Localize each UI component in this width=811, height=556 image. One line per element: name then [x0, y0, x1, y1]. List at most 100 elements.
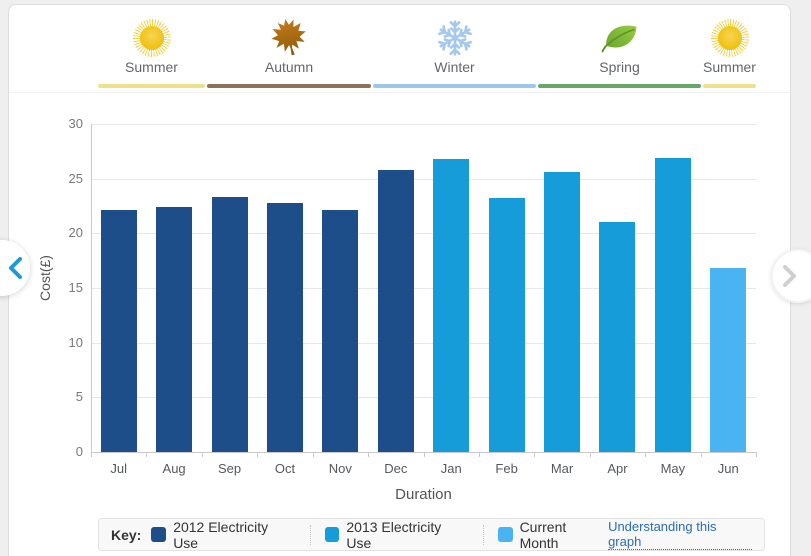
- legend-separator: [482, 524, 484, 545]
- season-icon-box: [601, 15, 639, 57]
- season-tab-autumn[interactable]: Autumn: [207, 15, 371, 88]
- season-strip-divider: [9, 92, 790, 93]
- axis-tick: [91, 452, 92, 457]
- axis-tick: [645, 452, 647, 457]
- y-axis-line: [91, 124, 92, 452]
- gridline: [91, 178, 756, 180]
- snowflake-icon: [436, 20, 473, 56]
- season-label: Autumn: [264, 59, 314, 75]
- bar-aug[interactable]: [156, 207, 193, 452]
- sun-icon: [710, 19, 749, 57]
- y-tick-label: 20: [68, 225, 83, 241]
- key-label: Key:: [111, 526, 142, 543]
- bar-jan[interactable]: [433, 159, 470, 452]
- bar-apr[interactable]: [599, 222, 636, 452]
- bar-dec[interactable]: [377, 169, 414, 452]
- axis-tick: [589, 452, 591, 457]
- legend-label: Current Month: [519, 518, 567, 551]
- season-underline: [538, 84, 701, 88]
- graph-card: Summer Autumn Winter Spring Summer Cos: [8, 4, 791, 556]
- y-tick-label: 5: [75, 389, 83, 405]
- bar-feb[interactable]: [488, 198, 525, 452]
- bar-oct[interactable]: [266, 202, 303, 452]
- x-tick-label: Mar: [550, 461, 574, 476]
- y-tick-label: 10: [68, 334, 83, 350]
- gridline: [91, 288, 756, 289]
- legend-separator: [309, 524, 311, 545]
- season-tab-summer[interactable]: Summer: [98, 15, 205, 88]
- x-tick-label: Oct: [274, 461, 296, 476]
- legend-label: 2013 Electricity Use: [346, 518, 442, 551]
- y-tick-label: 30: [68, 116, 83, 131]
- axis-tick: [756, 452, 757, 457]
- season-underline: [373, 84, 536, 88]
- season-icon-box: [132, 15, 171, 57]
- season-label: Summer: [703, 59, 756, 75]
- maple-leaf-icon: [271, 19, 306, 56]
- gridline: [91, 233, 756, 235]
- bar-nov[interactable]: [322, 210, 359, 452]
- axis-tick: [312, 452, 314, 457]
- axis-tick: [146, 452, 148, 457]
- chevron-left-icon: [9, 257, 22, 279]
- y-tick-label: 25: [68, 170, 83, 186]
- season-tabs: Summer Autumn Winter Spring Summer: [98, 15, 756, 88]
- bar-mar[interactable]: [544, 172, 581, 452]
- x-tick-label: Jul: [110, 461, 128, 476]
- gridline: [91, 342, 756, 344]
- season-icon-box: [436, 15, 474, 57]
- legend-item: 2013 Electricity Use: [324, 518, 469, 551]
- season-label: Spring: [599, 59, 640, 75]
- gridline: [91, 397, 756, 399]
- bar-may[interactable]: [654, 157, 691, 452]
- legend-swatch: [497, 527, 513, 542]
- next-period-button[interactable]: [771, 249, 811, 303]
- legend-items: 2012 Electricity Use 2013 Electricity Use…: [151, 519, 608, 551]
- chevron-right-icon: [783, 265, 796, 287]
- bar-chart: 0 5 10 15 20 25 30 Jul Aug Sep Oct Nov Dec Jan Feb Mar A…: [69, 116, 757, 476]
- sun-icon: [132, 19, 171, 57]
- x-tick-label: Apr: [607, 461, 628, 476]
- legend-label: 2012 Electricity Use: [173, 518, 269, 551]
- x-tick-label: Aug: [162, 461, 186, 476]
- axis-tick: [368, 452, 370, 457]
- axis-tick: [534, 452, 536, 457]
- season-icon-box: [269, 15, 309, 57]
- x-tick-label: Jun: [717, 461, 739, 476]
- understanding-graph-link[interactable]: Understanding this graph: [608, 519, 752, 550]
- season-icon-box: [710, 15, 749, 57]
- legend-swatch: [151, 527, 167, 542]
- x-tick-label: May: [660, 461, 686, 476]
- season-tab-summer[interactable]: Summer: [703, 15, 756, 88]
- x-tick-label: Feb: [495, 461, 518, 476]
- season-underline: [207, 84, 371, 88]
- bar-sep[interactable]: [211, 197, 248, 452]
- season-underline: [703, 84, 756, 88]
- season-label: Summer: [125, 59, 178, 75]
- x-tick-label: Dec: [384, 461, 408, 476]
- legend-item: 2012 Electricity Use: [151, 519, 295, 551]
- leaf-icon: [601, 25, 636, 53]
- axis-tick: [201, 452, 203, 457]
- y-tick-label: 15: [68, 280, 83, 295]
- x-tick-label: Nov: [328, 461, 352, 476]
- legend-swatch: [324, 527, 340, 542]
- legend-item: Current Month: [497, 518, 608, 551]
- axis-tick: [257, 452, 259, 457]
- season-label: Winter: [434, 59, 475, 75]
- axis-tick: [700, 452, 702, 457]
- bar-jun[interactable]: [710, 268, 747, 452]
- x-tick-label: Jan: [440, 461, 462, 476]
- season-tab-winter[interactable]: Winter: [373, 15, 536, 88]
- season-underline: [98, 84, 205, 88]
- legend-bar: Key: 2012 Electricity Use 2013 Electricit…: [98, 518, 765, 551]
- axis-tick: [478, 452, 480, 457]
- x-axis-title: Duration: [395, 486, 452, 503]
- bar-jul[interactable]: [100, 210, 137, 452]
- y-tick-label: 0: [75, 444, 83, 459]
- x-tick-label: Sep: [217, 461, 242, 476]
- axis-tick: [423, 452, 425, 457]
- season-tab-spring[interactable]: Spring: [538, 15, 701, 88]
- gridline: [91, 124, 756, 125]
